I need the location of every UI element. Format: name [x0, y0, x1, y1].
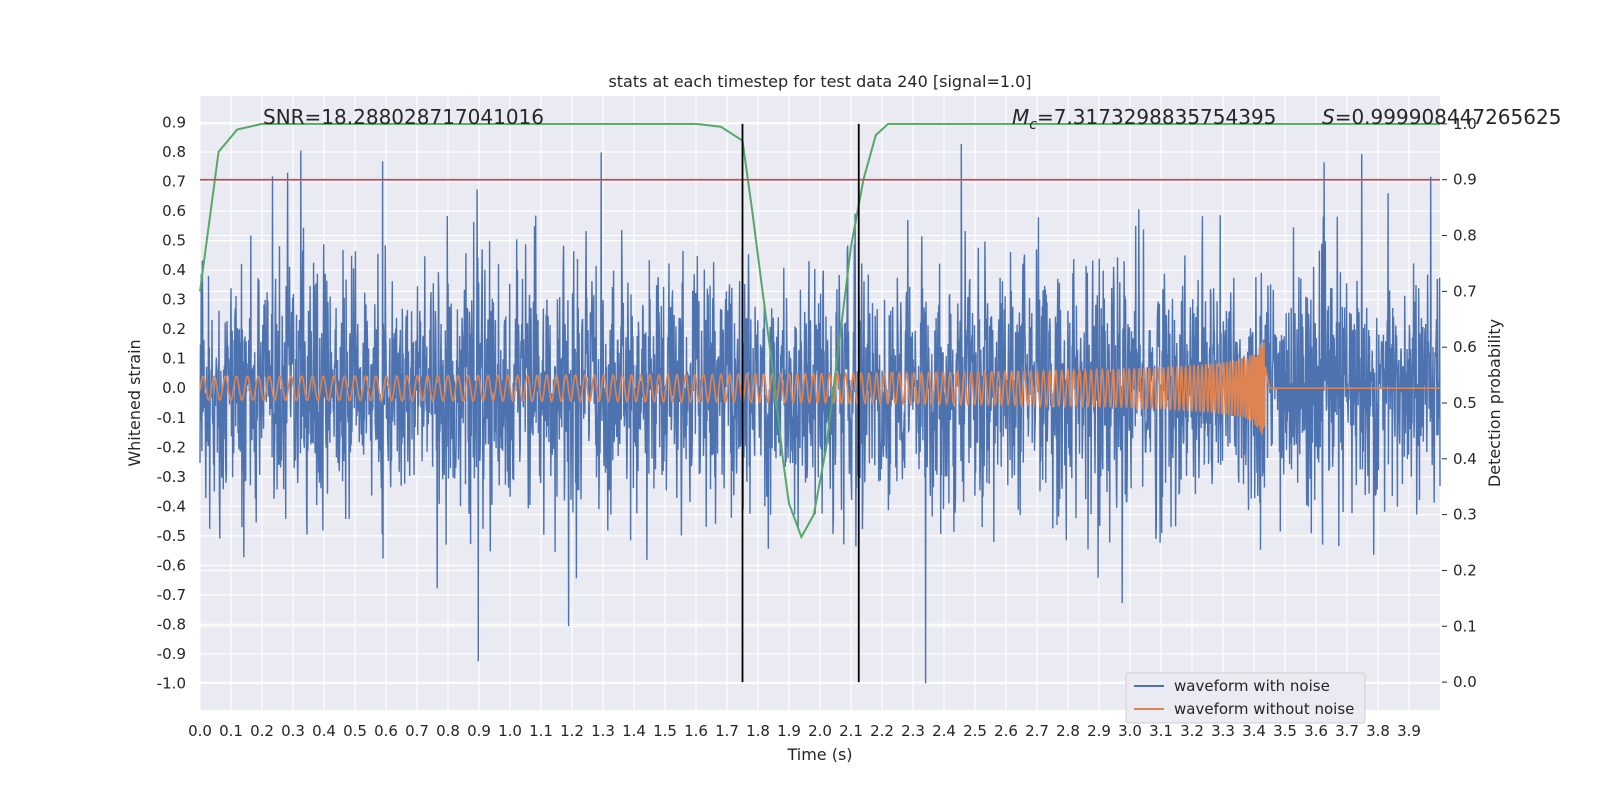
y2-tick-label: 0.7	[1453, 282, 1477, 300]
x-tick-label: 2.7	[1025, 722, 1049, 740]
legend-entry-noise: waveform with noise	[1174, 677, 1330, 695]
x-tick-label: 0.6	[374, 722, 398, 740]
y-tick-label: -0.5	[157, 527, 186, 545]
mc-value: =7.3173298835754395	[1037, 105, 1276, 129]
x-tick-label: 3.8	[1366, 722, 1390, 740]
y2-tick-label: 0.3	[1453, 506, 1477, 524]
y2-tick-label: 0.4	[1453, 450, 1477, 468]
y2-tick-label: 1.0	[1453, 115, 1477, 133]
x-tick-label: 0.8	[436, 722, 460, 740]
s-annotation: S=0.999908447265625	[1322, 105, 1561, 129]
legend-entry-clean: waveform without noise	[1174, 700, 1354, 718]
mc-subscript: c	[1029, 117, 1037, 133]
chart-title: stats at each timestep for test data 240…	[608, 72, 1031, 91]
snr-annotation: SNR=18.288028717041016	[263, 105, 544, 129]
x-tick-label: 0.2	[250, 722, 274, 740]
x-tick-label: 3.9	[1397, 722, 1421, 740]
y2-tick-label: 0.8	[1453, 227, 1477, 245]
x-tick-label: 1.9	[777, 722, 801, 740]
y-tick-label: -1.0	[157, 674, 186, 692]
x-tick-label: 1.7	[715, 722, 739, 740]
x-tick-label: 2.4	[932, 722, 956, 740]
x-tick-label: 0.5	[343, 722, 367, 740]
x-axis-label: Time (s)	[786, 745, 852, 764]
y-tick-label: 0.6	[162, 202, 186, 220]
x-tick-label: 1.5	[653, 722, 677, 740]
y-tick-label: 0.8	[162, 143, 186, 161]
x-tick-label: 3.7	[1335, 722, 1359, 740]
legend: waveform with noise waveform without noi…	[1125, 672, 1366, 724]
x-tick-label: 0.9	[467, 722, 491, 740]
y2-tick-label: 0.0	[1453, 673, 1477, 691]
y-tick-label: -0.7	[157, 586, 186, 604]
y-tick-label: 0.4	[162, 261, 186, 279]
x-tick-label: 0.3	[281, 722, 305, 740]
y-ticks: 0.9 0.8 0.7 0.6 0.5 0.4 0.3 0.2 0.1 0.0 -0.1 -0.2 -0…	[157, 114, 186, 693]
x-tick-label: 1.3	[591, 722, 615, 740]
x-tick-label: 3.5	[1273, 722, 1297, 740]
x-tick-label: 0.7	[405, 722, 429, 740]
y-axis-label: Whitened strain	[125, 339, 144, 466]
series-waveform-without-noise	[199, 342, 1440, 435]
y2-tick-label: 0.6	[1453, 338, 1477, 356]
x-ticks: 0.0 0.1 0.2 0.3 0.4 0.5 0.6 0.7 0.8 0.9 1.0 1.1 1.2 1…	[188, 722, 1421, 740]
x-tick-label: 2.2	[870, 722, 894, 740]
x-tick-label: 2.6	[994, 722, 1018, 740]
y-tick-label: 0.3	[162, 291, 186, 309]
noise-line	[199, 143, 1441, 684]
vertical-lines	[741, 123, 860, 683]
x-tick-label: 3.0	[1118, 722, 1142, 740]
y2-tick-label: 0.9	[1453, 171, 1477, 189]
y-tick-label: 0.9	[162, 114, 186, 132]
mc-annotation: Mc=7.3173298835754395	[1012, 105, 1276, 133]
x-tick-label: 2.3	[901, 722, 925, 740]
x-tick-label: 3.3	[1211, 722, 1235, 740]
mc-symbol: M	[1012, 105, 1029, 129]
x-tick-label: 1.1	[529, 722, 553, 740]
x-tick-label: 3.4	[1242, 722, 1266, 740]
y-tick-label: -0.2	[157, 438, 186, 456]
y-tick-label: -0.3	[157, 468, 186, 486]
series-detection-probability	[199, 122, 1440, 540]
y-tick-label: -0.4	[157, 497, 186, 515]
x-tick-label: 3.2	[1180, 722, 1204, 740]
x-tick-label: 2.9	[1087, 722, 1111, 740]
x-tick-label: 3.1	[1149, 722, 1173, 740]
y-tick-label: 0.0	[162, 379, 186, 397]
x-tick-label: 1.8	[746, 722, 770, 740]
probability-line	[199, 122, 1440, 540]
x-tick-label: 2.1	[839, 722, 863, 740]
clean-line	[199, 342, 1440, 435]
x-tick-label: 3.6	[1304, 722, 1328, 740]
x-tick-label: 1.6	[684, 722, 708, 740]
y-tick-label: 0.2	[162, 320, 186, 338]
y2-ticks: 1.0 0.9 0.8 0.7 0.6 0.5 0.4 0.3 0.2 0.1 0.0	[1442, 115, 1477, 691]
x-tick-label: 0.4	[312, 722, 336, 740]
y2-tick-label: 0.2	[1453, 561, 1477, 579]
x-tick-label: 1.2	[560, 722, 584, 740]
x-tick-label: 1.4	[622, 722, 646, 740]
y2-tick-label: 0.5	[1453, 394, 1477, 412]
legend-box	[1125, 672, 1366, 724]
s-value: =0.999908447265625	[1335, 105, 1562, 129]
y2-tick-label: 0.1	[1453, 617, 1477, 635]
series-waveform-with-noise	[199, 143, 1441, 684]
y-tick-label: -0.1	[157, 409, 186, 427]
y-tick-label: 0.7	[162, 173, 186, 191]
x-tick-label: 0.1	[219, 722, 243, 740]
y-tick-label: -0.8	[157, 615, 186, 633]
y-tick-label: 0.1	[162, 350, 186, 368]
y-tick-label: -0.9	[157, 645, 186, 663]
x-tick-label: 1.0	[498, 722, 522, 740]
x-tick-label: 0.0	[188, 722, 212, 740]
y2-axis-label: Detection probability	[1485, 319, 1504, 487]
y-tick-label: 0.5	[162, 232, 186, 250]
x-tick-label: 2.5	[963, 722, 987, 740]
s-symbol: S	[1322, 105, 1335, 129]
y-tick-label: -0.6	[157, 556, 186, 574]
x-tick-label: 2.8	[1056, 722, 1080, 740]
x-tick-label: 2.0	[808, 722, 832, 740]
